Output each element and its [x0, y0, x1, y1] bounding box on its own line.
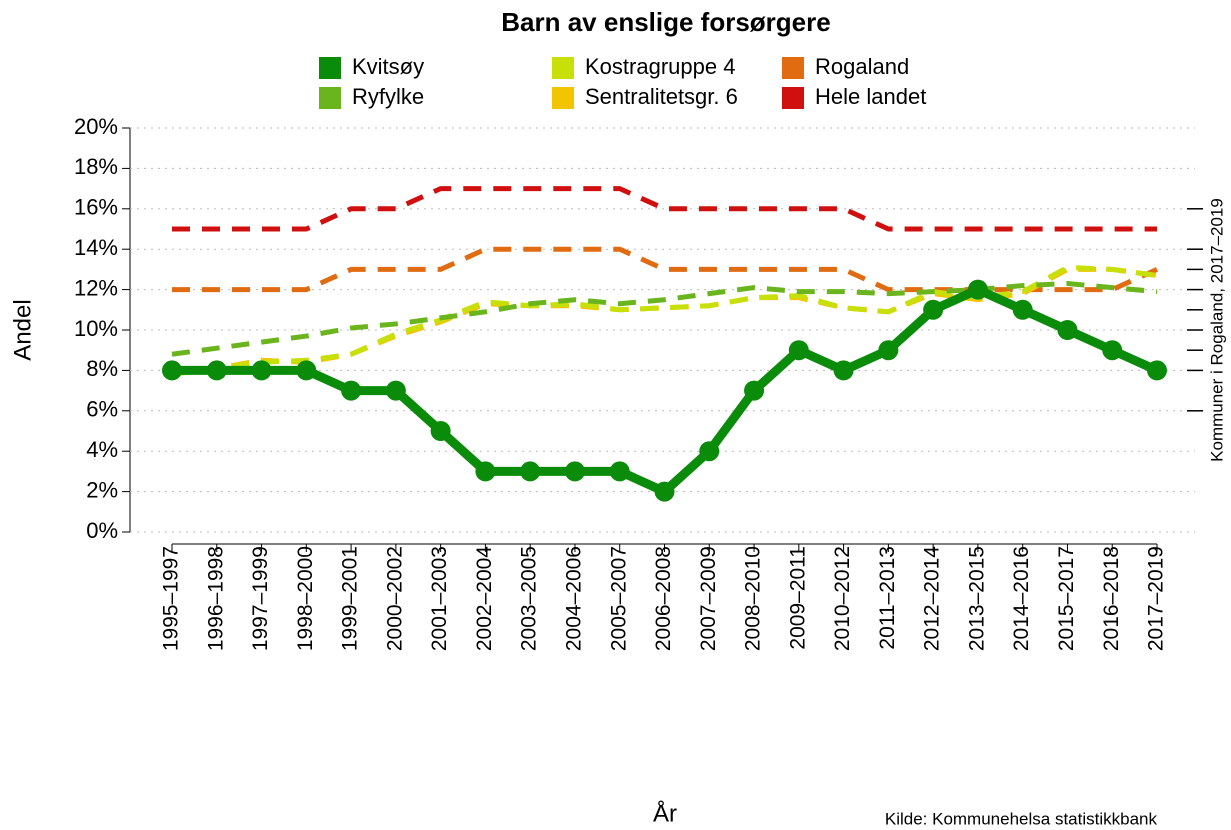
point	[206, 360, 227, 381]
point	[923, 299, 944, 320]
x-tick-label: 2017–2019	[1145, 546, 1168, 651]
source: Kilde: Kommunehelsa statistikkbank	[885, 809, 1158, 828]
legend-label: Hele landet	[815, 84, 926, 109]
point	[788, 340, 809, 361]
legend-label: Sentralitetsgr. 6	[585, 84, 738, 109]
series-line	[171, 281, 1158, 357]
point	[1012, 299, 1033, 320]
x-tick-label: 2001–2003	[428, 546, 451, 651]
point	[564, 461, 585, 482]
point	[430, 421, 451, 441]
x-tick-label: 2012–2014	[921, 546, 944, 651]
x-tick-label: 1999–2001	[339, 546, 362, 651]
x-tick-label: 2014–2016	[1010, 546, 1033, 651]
x-tick-label: 1996–1998	[204, 546, 227, 651]
point	[609, 461, 630, 482]
y-tick-label: 14%	[74, 235, 118, 260]
y-tick-label: 16%	[74, 195, 118, 220]
point	[699, 441, 720, 462]
point	[744, 380, 765, 401]
x-axis-label: År	[653, 799, 677, 827]
x-tick-label: 2013–2015	[965, 546, 988, 651]
legend-swatch	[782, 87, 804, 109]
y-tick-label: 20%	[74, 114, 118, 139]
y-tick-label: 12%	[74, 275, 118, 300]
x-tick-label: 1995–1997	[160, 546, 183, 651]
legend-swatch	[552, 57, 574, 79]
y-tick-label: 8%	[86, 356, 118, 381]
point	[520, 461, 541, 482]
y-tick-label: 10%	[74, 316, 118, 341]
point	[162, 360, 182, 381]
point	[251, 360, 272, 381]
point	[654, 481, 675, 502]
point	[833, 360, 854, 381]
x-tick-label: 2006–2008	[652, 546, 675, 651]
series-line	[172, 186, 1157, 232]
legend-swatch	[782, 57, 804, 79]
point	[878, 340, 899, 361]
x-tick-label: 2009–2011	[786, 546, 809, 650]
y-tick-label: 2%	[86, 477, 118, 502]
x-tick-label: 2005–2007	[607, 546, 630, 651]
x-tick-label: 2016–2018	[1100, 546, 1123, 651]
y-tick-label: 4%	[86, 437, 118, 462]
y-tick-label: 6%	[86, 397, 118, 422]
x-tick-label: 2003–2005	[518, 546, 541, 651]
x-tick-label: 2000–2002	[383, 546, 406, 651]
series-line	[172, 246, 1159, 293]
y-tick-label: 18%	[74, 154, 118, 179]
x-tick-label: 2004–2006	[563, 546, 586, 651]
point	[967, 279, 988, 300]
point	[296, 360, 317, 381]
point	[341, 380, 362, 401]
series-line	[171, 264, 1158, 377]
x-tick-label: 2015–2017	[1055, 546, 1078, 651]
series-line	[172, 285, 1159, 497]
legend-label: Kvitsøy	[352, 54, 424, 79]
legend-label: Ryfylke	[352, 84, 424, 109]
y-axis-label: Andel	[9, 299, 36, 360]
point	[475, 461, 496, 482]
x-tick-label: 2007–2009	[697, 546, 720, 651]
point	[1147, 360, 1167, 381]
chart-title: Barn av enslige forsørgere	[501, 7, 830, 37]
point	[1057, 320, 1078, 340]
right-label: Kommuner i Rogaland, 2017–2019	[1207, 198, 1226, 462]
x-tick-label: 1998–2000	[294, 546, 317, 651]
point	[1102, 340, 1123, 361]
x-tick-label: 1997–1999	[249, 546, 272, 651]
legend-label: Rogaland	[815, 54, 909, 79]
legend-label: Kostragruppe 4	[585, 54, 735, 79]
legend-swatch	[319, 57, 341, 79]
point	[385, 380, 406, 401]
legend-swatch	[552, 87, 574, 109]
x-tick-label: 2010–2012	[831, 546, 854, 651]
x-tick-label: 2002–2004	[473, 546, 496, 651]
y-tick-label: 0%	[86, 518, 118, 543]
legend-swatch	[319, 87, 341, 109]
x-tick-label: 2011–2013	[876, 546, 899, 650]
x-tick-label: 2008–2010	[742, 546, 765, 651]
